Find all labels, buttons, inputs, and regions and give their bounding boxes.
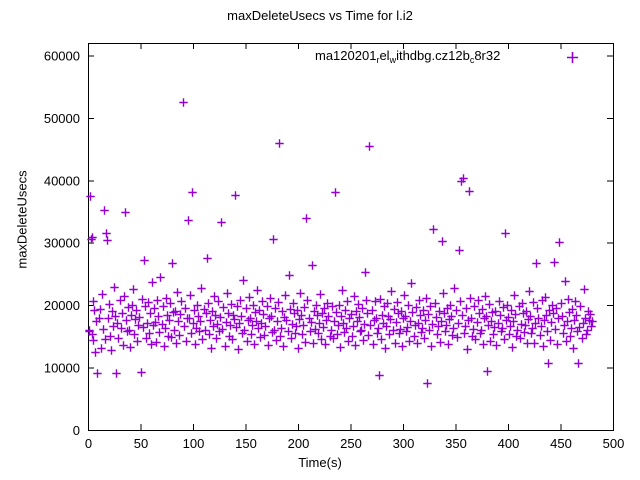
x-tick-label: 200 — [288, 436, 310, 451]
x-tick-label: 50 — [134, 436, 148, 451]
y-axis-ticks: 0 10000 20000 30000 40000 50000 60000 — [44, 48, 613, 438]
x-tick-label: 450 — [550, 436, 572, 451]
x-tick-label: 400 — [498, 436, 520, 451]
y-tick-label: 50000 — [44, 111, 80, 126]
y-tick-label: 60000 — [44, 48, 80, 63]
chart-title: maxDeleteUsecs vs Time for l.i2 — [227, 8, 413, 23]
x-tick-label: 350 — [445, 436, 467, 451]
y-tick-label: 0 — [73, 423, 80, 438]
x-tick-label: 100 — [183, 436, 205, 451]
x-tick-label: 150 — [235, 436, 257, 451]
x-tick-label: 300 — [393, 436, 415, 451]
x-axis-label: Time(s) — [298, 455, 342, 470]
plot-border — [88, 43, 614, 431]
x-axis-ticks: 0 50 100 150 200 250 300 350 400 450 500 — [85, 43, 624, 451]
y-tick-label: 20000 — [44, 298, 80, 313]
x-tick-label: 0 — [85, 436, 92, 451]
y-tick-label: 30000 — [44, 236, 80, 251]
y-tick-label: 10000 — [44, 361, 80, 376]
legend-series-label: ma120201relwithdbg.cz12bc8r32 — [315, 48, 501, 65]
scatter-series-points — [85, 98, 597, 388]
x-tick-label: 250 — [340, 436, 362, 451]
y-tick-label: 40000 — [44, 173, 80, 188]
x-tick-label: 500 — [603, 436, 625, 451]
scatter-points-layer — [85, 98, 597, 388]
legend-key-plus-icon — [567, 52, 578, 63]
